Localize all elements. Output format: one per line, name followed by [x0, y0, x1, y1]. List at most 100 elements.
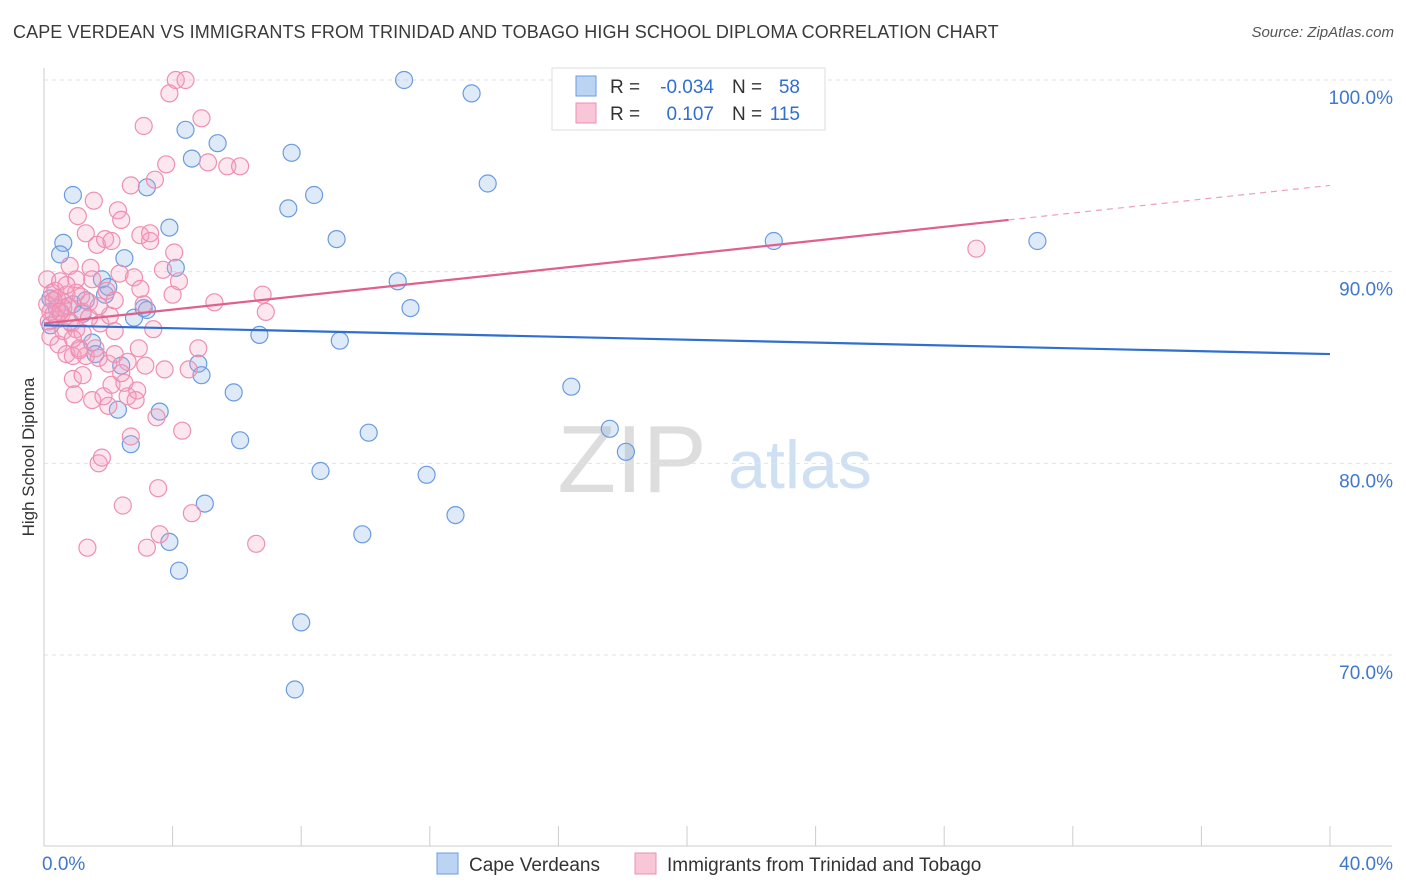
- legend-top-n-value-blue: 58: [779, 77, 800, 98]
- point-trinidad-21: [65, 385, 84, 404]
- point-cape-verdean-52: [478, 174, 497, 193]
- x-tick-label-0: 0.0%: [42, 854, 85, 875]
- point-trinidad-109: [118, 352, 137, 371]
- legend-top-r-value-blue: -0.034: [660, 77, 714, 98]
- point-trinidad-24: [68, 207, 87, 226]
- point-cape-verdean-42: [327, 230, 346, 249]
- point-trinidad-108: [105, 322, 124, 341]
- point-trinidad-114: [112, 364, 131, 383]
- point-trinidad-59: [121, 427, 140, 446]
- point-cape-verdean-29: [189, 354, 208, 373]
- point-trinidad-39: [89, 454, 108, 473]
- point-cape-verdean-49: [417, 465, 436, 484]
- legend-top-box: [551, 67, 826, 131]
- point-trinidad-101: [67, 283, 86, 302]
- point-cape-verdean-22: [150, 402, 169, 421]
- point-trinidad-84: [169, 272, 189, 291]
- point-trinidad-60: [121, 176, 140, 195]
- point-trinidad-32: [79, 293, 99, 312]
- point-cape-verdean-32: [208, 134, 227, 153]
- y-tick-label-2: 90.0%: [1339, 280, 1393, 301]
- point-cape-verdean-51: [462, 84, 481, 103]
- trend-line-extension-trinidad: [1008, 184, 1331, 221]
- point-trinidad-46: [99, 396, 118, 415]
- point-cape-verdean-40: [305, 185, 324, 205]
- point-trinidad-92: [205, 293, 224, 312]
- point-trinidad-27: [73, 366, 92, 385]
- point-trinidad-29: [76, 224, 95, 243]
- point-trinidad-72: [144, 320, 163, 339]
- point-cape-verdean-39: [285, 680, 304, 699]
- point-cape-verdean-53: [562, 377, 581, 396]
- point-trinidad-52: [105, 291, 124, 310]
- point-trinidad-44: [95, 230, 115, 249]
- point-trinidad-56: [113, 496, 132, 515]
- point-trinidad-75: [149, 479, 168, 498]
- point-trinidad-94: [231, 157, 250, 176]
- point-trinidad-105: [57, 276, 76, 295]
- point-trinidad-93: [218, 157, 237, 176]
- point-trinidad-86: [176, 70, 195, 90]
- trend-lines: [43, 184, 1331, 356]
- legend-top-r-label-pink: R =: [610, 104, 640, 125]
- point-cape-verdean-48: [395, 70, 414, 90]
- legend-bottom: Cape Verdeans Immigrants from Trinidad a…: [436, 852, 981, 876]
- point-cape-verdean-43: [330, 331, 349, 350]
- point-trinidad-70: [141, 231, 160, 251]
- watermark-atlas: atlas: [728, 427, 872, 503]
- point-cape-verdean-21: [137, 300, 156, 320]
- series-trinidad-tobago: [38, 70, 986, 557]
- y-tick-label-0: 70.0%: [1339, 663, 1393, 684]
- point-trinidad-42: [92, 448, 112, 467]
- point-trinidad-54: [110, 264, 129, 283]
- point-trinidad-83: [166, 70, 185, 90]
- point-trinidad-33: [81, 258, 100, 277]
- point-cape-verdean-23: [160, 532, 179, 552]
- point-cape-verdean-24: [160, 218, 179, 237]
- point-trinidad-53: [108, 201, 128, 220]
- point-cape-verdean-41: [311, 461, 330, 481]
- point-trinidad-37: [86, 339, 105, 358]
- axes: [43, 68, 1392, 847]
- point-cape-verdean-55: [616, 442, 636, 461]
- point-trinidad-22: [67, 270, 86, 289]
- point-trinidad-79: [157, 155, 176, 174]
- point-trinidad-103: [44, 291, 63, 310]
- point-trinidad-35: [83, 391, 102, 410]
- point-trinidad-31: [78, 538, 97, 557]
- point-cape-verdean-17: [121, 435, 140, 454]
- point-trinidad-89: [189, 339, 208, 358]
- point-trinidad-106: [70, 341, 89, 360]
- point-cape-verdean-33: [224, 383, 243, 402]
- point-trinidad-55: [112, 210, 131, 229]
- point-trinidad-112: [63, 329, 83, 348]
- point-trinidad-47: [99, 354, 118, 373]
- point-trinidad-64: [129, 339, 148, 358]
- point-trinidad-85: [173, 421, 192, 440]
- point-trinidad-67: [134, 116, 153, 136]
- point-trinidad-71: [141, 224, 160, 243]
- point-cape-verdean-36: [279, 199, 298, 218]
- point-trinidad-110: [134, 295, 153, 314]
- y-axis-label: High School Diploma: [19, 377, 38, 536]
- x-tick-labels: 0.0% 40.0%: [42, 854, 1393, 875]
- point-cape-verdean-26: [169, 561, 189, 580]
- x-tick-label-1: 40.0%: [1339, 854, 1393, 875]
- point-trinidad-88: [182, 504, 201, 523]
- legend-top-n-label-blue: N =: [732, 77, 762, 98]
- legend-top-n-value-pink: 115: [770, 104, 800, 125]
- point-trinidad-91: [198, 153, 218, 172]
- point-trinidad-61: [124, 268, 144, 287]
- point-cape-verdean-34: [231, 431, 250, 450]
- watermark-zip: ZIP: [557, 406, 706, 513]
- point-trinidad-98: [967, 239, 986, 258]
- chart-title: CAPE VERDEAN VS IMMIGRANTS FROM TRINIDAD…: [13, 22, 999, 42]
- point-cape-verdean-16: [115, 249, 134, 268]
- point-trinidad-78: [155, 360, 174, 379]
- legend-bottom-label-blue: Cape Verdeans: [469, 855, 600, 876]
- legend-top-swatch-blue: [575, 75, 597, 97]
- point-cape-verdean-31: [195, 494, 214, 513]
- point-cape-verdean-27: [176, 120, 195, 139]
- point-trinidad-87: [179, 360, 198, 379]
